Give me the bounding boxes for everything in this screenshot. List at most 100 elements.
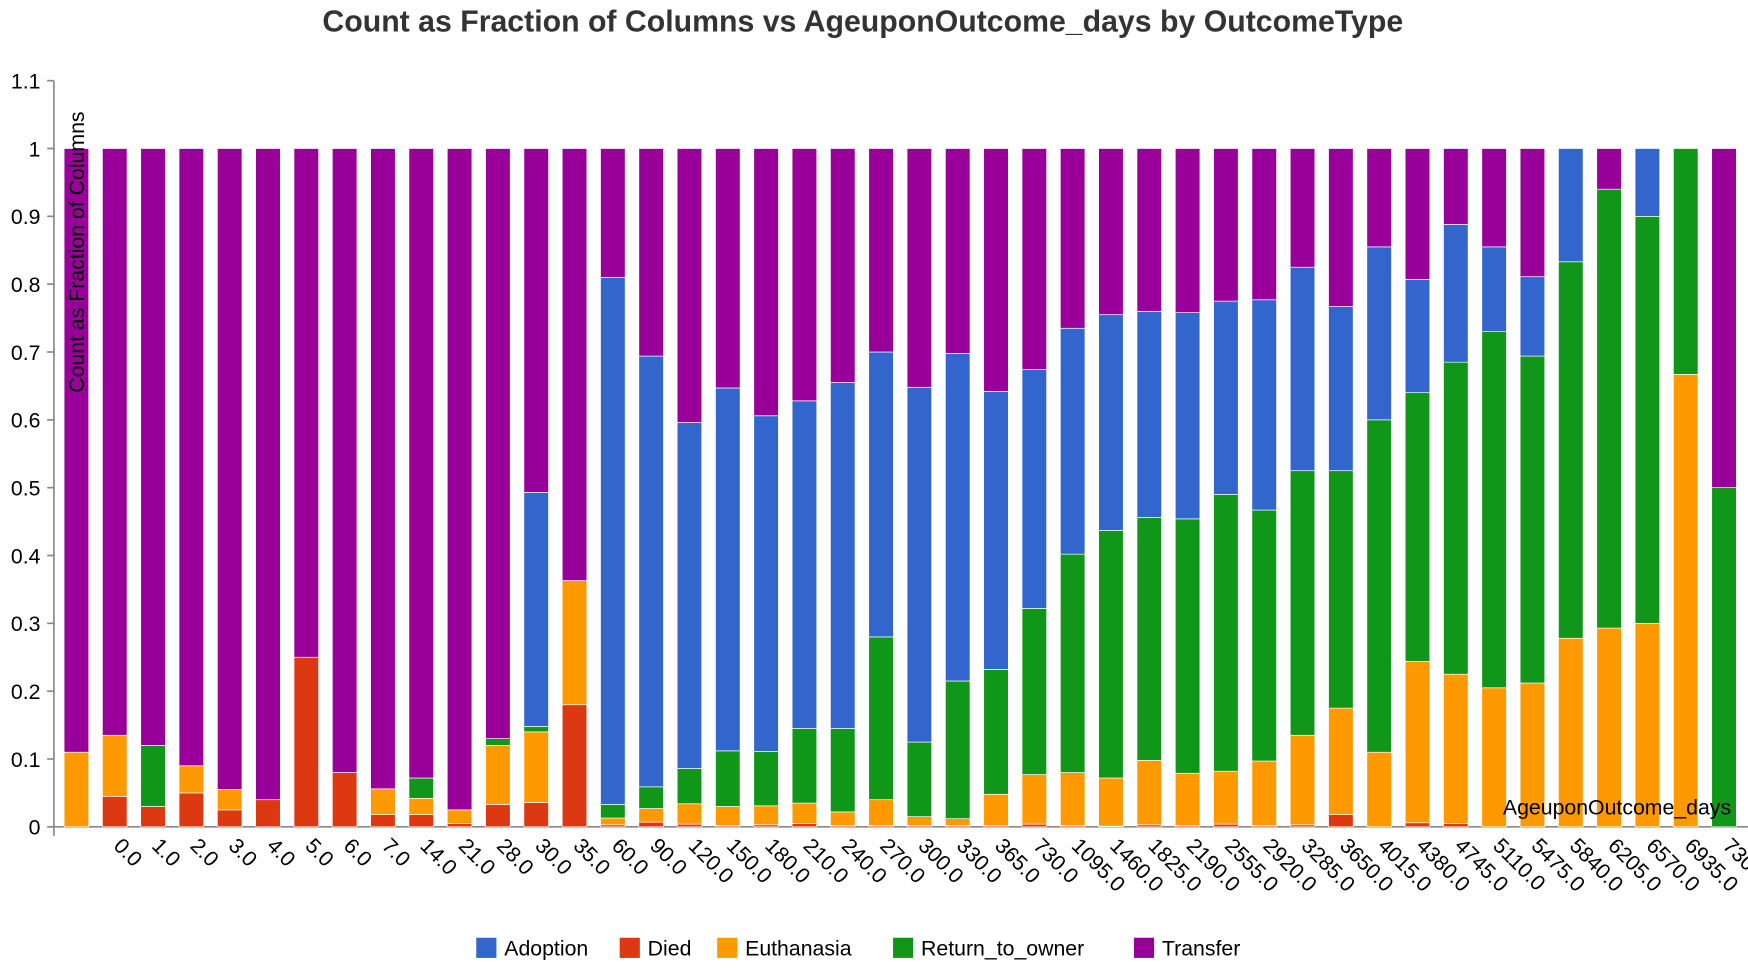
- bar-segment: [1289, 734, 1316, 826]
- bar-segment: [523, 731, 549, 803]
- legend-swatch: [619, 937, 640, 958]
- bar-segment: [983, 391, 1009, 670]
- bar-segment: [1098, 314, 1124, 531]
- bar-segment: [523, 148, 549, 493]
- bar-segment: [102, 148, 128, 736]
- y-tick-label: 0.7: [11, 341, 41, 365]
- x-tick-label: 5.0: [301, 834, 339, 872]
- bar-segment: [1404, 148, 1431, 280]
- bar-segment: [1059, 553, 1086, 773]
- bar-segment: [1136, 760, 1162, 826]
- bar-segment: [408, 148, 434, 779]
- bar-segment: [1021, 774, 1047, 825]
- bar-segment: [791, 823, 818, 828]
- bar-segment: [868, 636, 894, 801]
- bar-segment: [1481, 246, 1507, 332]
- bar-segment: [1289, 266, 1316, 472]
- bar-segment: [523, 726, 549, 733]
- bar-segment: [446, 148, 473, 811]
- bar-segment: [408, 814, 434, 828]
- bar-segment: [945, 680, 971, 820]
- y-tick-label: 0.3: [11, 612, 41, 636]
- bar-segment: [600, 817, 626, 826]
- bar-segment: [945, 148, 971, 354]
- bar-segment: [523, 802, 549, 828]
- bar-segment: [1021, 608, 1047, 775]
- bar-segment: [1366, 148, 1392, 248]
- bar-segment: [1711, 487, 1737, 828]
- bar-segment: [1443, 361, 1469, 675]
- bar-segment: [140, 806, 166, 828]
- bar-segment: [1558, 637, 1584, 828]
- bar-segment: [408, 777, 434, 799]
- bar-segment: [715, 148, 741, 389]
- bar-segment: [983, 669, 1009, 795]
- legend-label: Transfer: [1162, 937, 1240, 961]
- bar-segment: [868, 799, 894, 826]
- bar-segment: [1596, 148, 1622, 190]
- x-tick-label: 7.0: [377, 834, 415, 872]
- legend-swatch: [476, 937, 497, 958]
- bar-segment: [1059, 148, 1086, 329]
- x-tick-label: 14.0: [415, 834, 461, 880]
- y-tick-label: 0.6: [11, 409, 41, 433]
- bar-segment: [446, 809, 473, 824]
- bar-segment: [1366, 419, 1392, 753]
- bar-segment: [1519, 148, 1546, 278]
- bar-segment: [676, 422, 703, 769]
- bar-segment: [140, 148, 166, 746]
- x-axis-title: AgeuponOutcome_days: [1503, 796, 1731, 820]
- bar-segment: [1404, 822, 1431, 828]
- bar-segment: [600, 804, 626, 819]
- bar-segment: [1404, 392, 1431, 662]
- x-tick-label: 4.0: [262, 834, 300, 872]
- bar-segment: [1098, 148, 1124, 316]
- y-tick-label: 0.8: [11, 273, 41, 297]
- bar-segment: [561, 148, 588, 581]
- bar-segment: [293, 656, 319, 828]
- bar-segment: [638, 821, 664, 828]
- bar-segment: [1098, 530, 1124, 779]
- bar-segment: [561, 580, 588, 706]
- y-tick-label: 0: [29, 816, 41, 840]
- bar-segment: [1328, 148, 1354, 307]
- bar-segment: [1634, 148, 1661, 217]
- bar-segment: [638, 355, 664, 788]
- bar-segment: [1328, 814, 1354, 828]
- bar-segment: [178, 148, 205, 767]
- bar-segment: [1404, 279, 1431, 394]
- bar-segment: [715, 750, 741, 807]
- bar-segment: [1213, 770, 1239, 825]
- bar-segment: [676, 768, 703, 805]
- bar-segment: [1673, 148, 1699, 375]
- bar-segment: [1174, 518, 1201, 774]
- bar-segment: [408, 798, 434, 815]
- bar-segment: [906, 741, 933, 817]
- legend-label: Adoption: [504, 937, 588, 961]
- x-tick-label: 28.0: [492, 834, 538, 880]
- bar-segment: [485, 738, 511, 746]
- bar-segment: [676, 148, 703, 423]
- bar-segment: [638, 148, 664, 357]
- legend-swatch: [1133, 937, 1155, 958]
- y-tick-label: 0.4: [11, 544, 41, 568]
- bar-segment: [63, 148, 90, 753]
- bar-segment: [791, 728, 818, 804]
- bar-segment: [830, 382, 856, 729]
- bar-segment: [523, 492, 549, 727]
- bar-segment: [1634, 622, 1661, 828]
- bar-segment: [753, 415, 779, 752]
- bar-segment: [255, 148, 281, 801]
- bar-segment: [945, 353, 971, 682]
- bar-segment: [1634, 215, 1661, 624]
- bar-segment: [830, 811, 856, 826]
- bar-segment: [753, 148, 779, 417]
- bar-segment: [1443, 224, 1469, 363]
- bar-segment: [753, 751, 779, 807]
- bar-segment: [983, 793, 1009, 826]
- bar-segment: [370, 148, 396, 790]
- bar-segment: [446, 823, 473, 828]
- bar-segment: [485, 804, 511, 828]
